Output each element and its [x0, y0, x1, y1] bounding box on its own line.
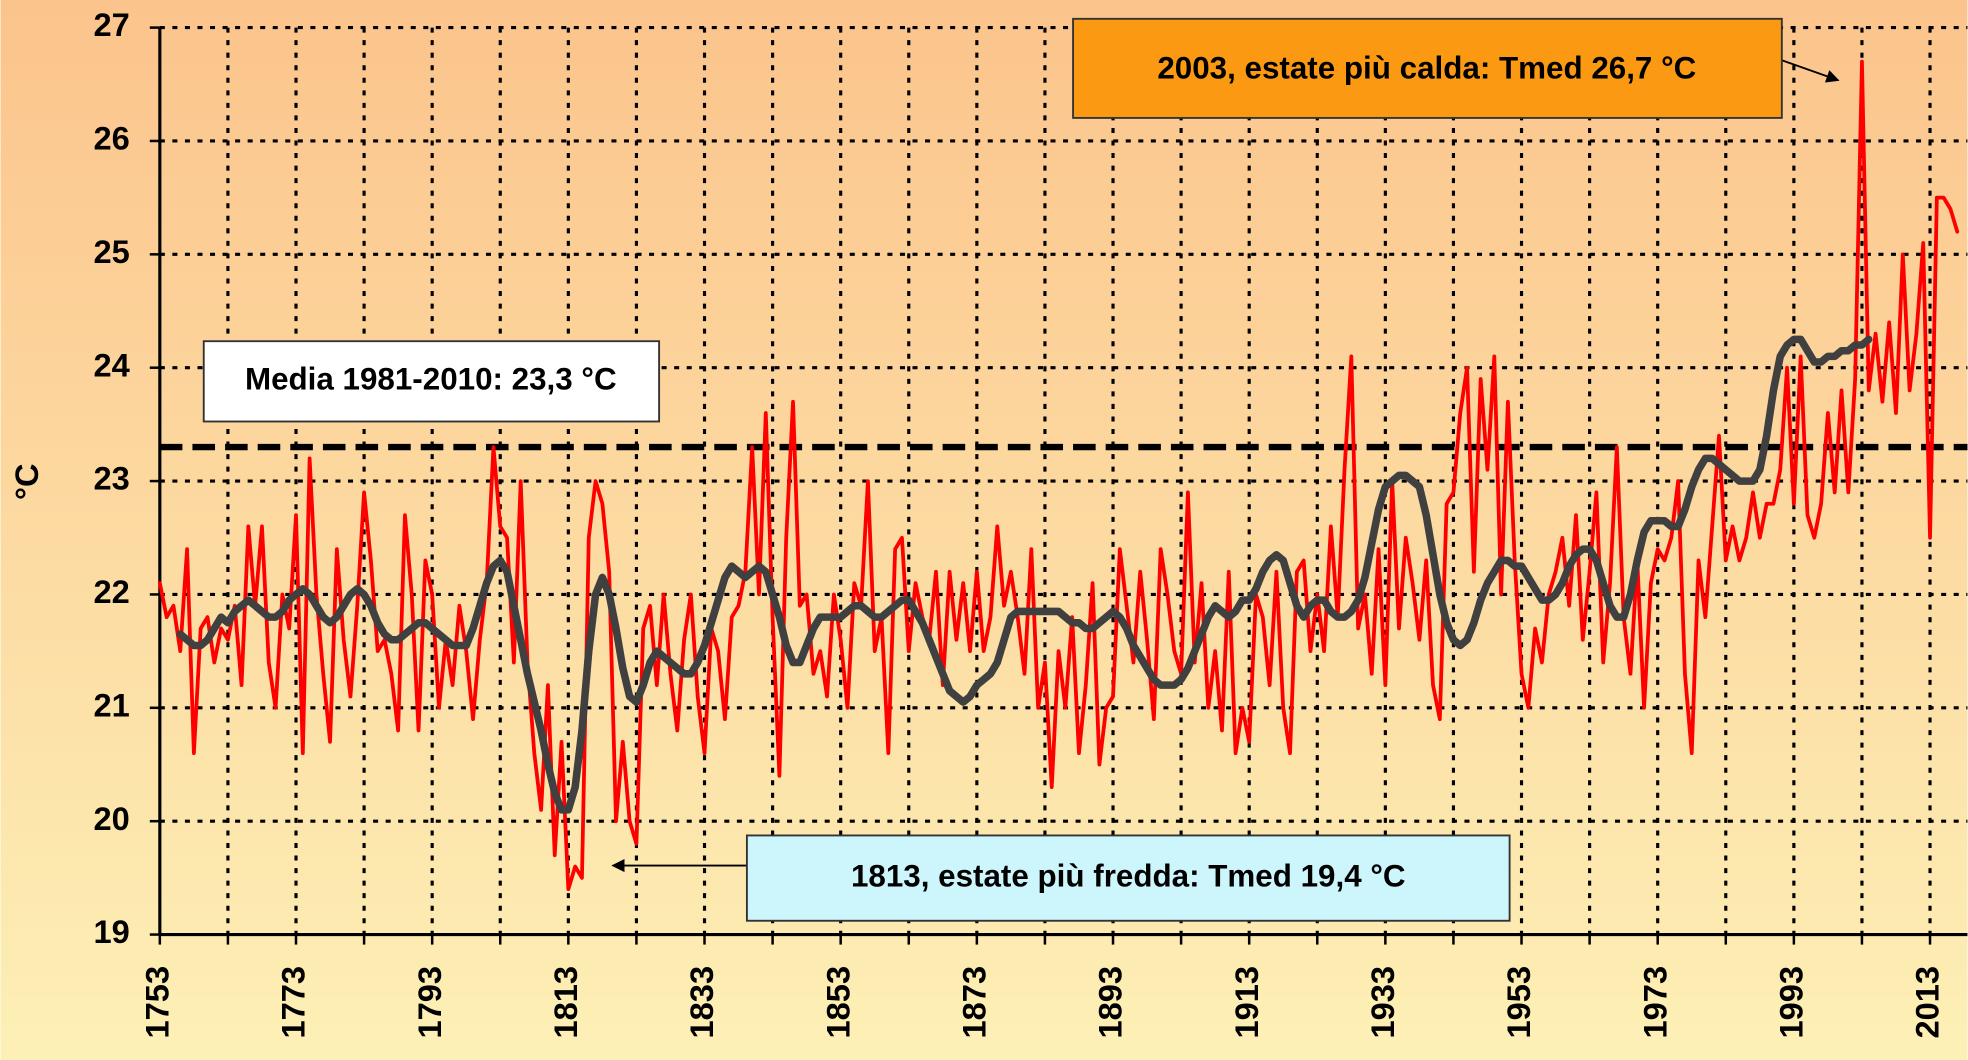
- x-tick-label: 1913: [1228, 966, 1265, 1039]
- x-tick-label: 1973: [1636, 966, 1673, 1039]
- y-axis-label: °C: [8, 463, 45, 500]
- x-tick-label: 1853: [819, 966, 856, 1039]
- y-tick-label: 24: [93, 346, 129, 383]
- y-tick-label: 19: [93, 913, 129, 950]
- x-tick-label: 1793: [411, 966, 448, 1039]
- annotation-box: [745, 834, 1511, 922]
- x-tick-label: 1873: [955, 966, 992, 1039]
- annotation: 1813, estate più fredda: Tmed 19,4 °C: [851, 858, 1406, 893]
- x-tick-label: 1893: [1092, 966, 1129, 1039]
- x-tick-label: 1813: [547, 966, 584, 1039]
- x-tick-label: 1753: [138, 966, 175, 1039]
- x-tick-label: 1993: [1772, 966, 1809, 1039]
- annotation-box: [1072, 17, 1783, 119]
- annotation: Media 1981-2010: 23,3 °C: [245, 362, 617, 397]
- annotation: 2003, estate più calda: Tmed 26,7 °C: [1157, 51, 1696, 86]
- x-tick-label: 1933: [1364, 966, 1401, 1039]
- x-tick-label: 1833: [683, 966, 720, 1039]
- annotation-box: [202, 340, 661, 423]
- x-tick-label: 2013: [1909, 966, 1946, 1039]
- y-tick-label: 21: [93, 686, 129, 723]
- y-tick-label: 22: [93, 573, 129, 610]
- x-tick-label: 1953: [1500, 966, 1537, 1039]
- data-line: [176, 335, 1873, 814]
- data-line: [157, 59, 1960, 892]
- x-tick-label: 1773: [275, 966, 312, 1039]
- y-tick-label: 27: [93, 6, 129, 43]
- annotation-arrow: [1781, 59, 1840, 83]
- y-tick-label: 25: [93, 233, 129, 270]
- y-tick-label: 26: [93, 120, 129, 157]
- y-tick-label: 20: [93, 800, 129, 837]
- y-tick-label: 23: [93, 460, 129, 497]
